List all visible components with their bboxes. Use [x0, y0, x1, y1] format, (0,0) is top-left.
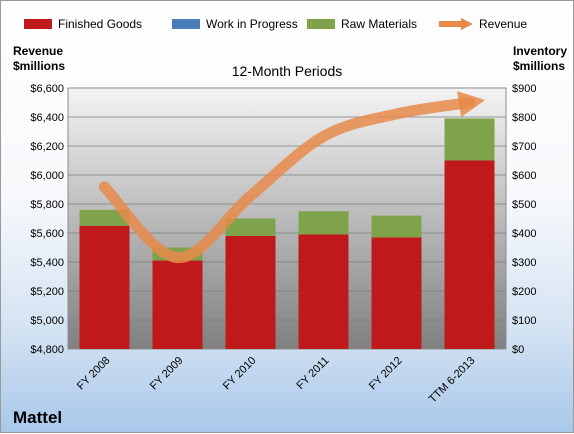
legend-swatch-raw-materials	[307, 19, 335, 29]
x-category-label: FY 2012	[367, 355, 405, 393]
y-right-tick-label: $700	[512, 141, 536, 153]
y-left-tick-label: $4,800	[30, 344, 64, 356]
y-left-tick-label: $5,200	[30, 286, 64, 298]
legend-swatch-finished-goods	[24, 19, 52, 29]
y-right-tick-label: $300	[512, 257, 536, 269]
revenue-line	[99, 91, 486, 264]
y-right-tick-label: $100	[512, 315, 536, 327]
bar-raw-materials	[225, 218, 276, 236]
revenue-point	[249, 194, 252, 197]
legend-label: Revenue	[479, 17, 527, 31]
bar-finished-goods	[298, 234, 349, 349]
y-left-tick-label: $6,200	[30, 141, 64, 153]
y-right-tick-label: $400	[512, 228, 536, 240]
bar-finished-goods	[371, 237, 422, 349]
legend-swatch-arrow	[461, 18, 473, 30]
y-right-axis-title-line: $millions	[513, 59, 565, 73]
revenue-point	[468, 101, 471, 104]
bar-finished-goods	[79, 225, 130, 349]
y-left-tick-label: $5,600	[30, 228, 64, 240]
bar-raw-materials	[298, 211, 349, 235]
y-right-tick-label: $800	[512, 112, 536, 124]
y-left-tick-label: $6,000	[30, 170, 64, 182]
x-category-label: FY 2008	[75, 355, 113, 393]
y-right-axis-title: Inventory $millions	[513, 44, 567, 73]
y-right-tick-label: $900	[512, 83, 536, 95]
y-left-tick-label: $5,000	[30, 315, 64, 327]
legend-label: Work in Progress	[206, 17, 298, 31]
revenue-point	[322, 135, 325, 138]
legend-swatch-work-in-progress	[172, 19, 200, 29]
y-left-tick-label: $5,400	[30, 257, 64, 269]
company-name: Mattel	[13, 408, 62, 427]
revenue-point	[103, 185, 106, 188]
y-right-axis-title-line: Inventory	[513, 44, 567, 58]
y-right-tick-label: $200	[512, 286, 536, 298]
y-left-axis-title: Revenue $millions	[13, 44, 65, 73]
bar-finished-goods	[152, 260, 203, 349]
y-left-axis-title-line: Revenue	[13, 44, 63, 58]
x-category-label: FY 2009	[148, 355, 186, 393]
y-right-tick-label: $600	[512, 170, 536, 182]
y-right-tick-label: $0	[512, 344, 524, 356]
y-left-tick-label: $6,400	[30, 112, 64, 124]
y-left-axis-title-line: $millions	[13, 59, 65, 73]
bar-raw-materials	[371, 215, 422, 238]
y-right-tick-label: $500	[512, 199, 536, 211]
y-left-tick-label: $6,600	[30, 83, 64, 95]
legend-label: Raw Materials	[341, 17, 417, 31]
bar-raw-materials	[444, 118, 495, 161]
y-left-tick-label: $5,800	[30, 199, 64, 211]
bar-finished-goods	[444, 160, 495, 349]
revenue-point	[176, 256, 179, 259]
revenue-point	[395, 112, 398, 115]
x-category-label: TTM 6-2013	[427, 355, 478, 406]
x-category-label: FY 2010	[221, 355, 259, 393]
chart-subtitle: 12-Month Periods	[232, 63, 343, 79]
bar-raw-materials	[79, 209, 130, 226]
bar-finished-goods	[225, 235, 276, 349]
x-category-label: FY 2011	[294, 355, 331, 392]
plot-area	[67, 87, 507, 350]
legend-label: Finished Goods	[58, 17, 142, 31]
